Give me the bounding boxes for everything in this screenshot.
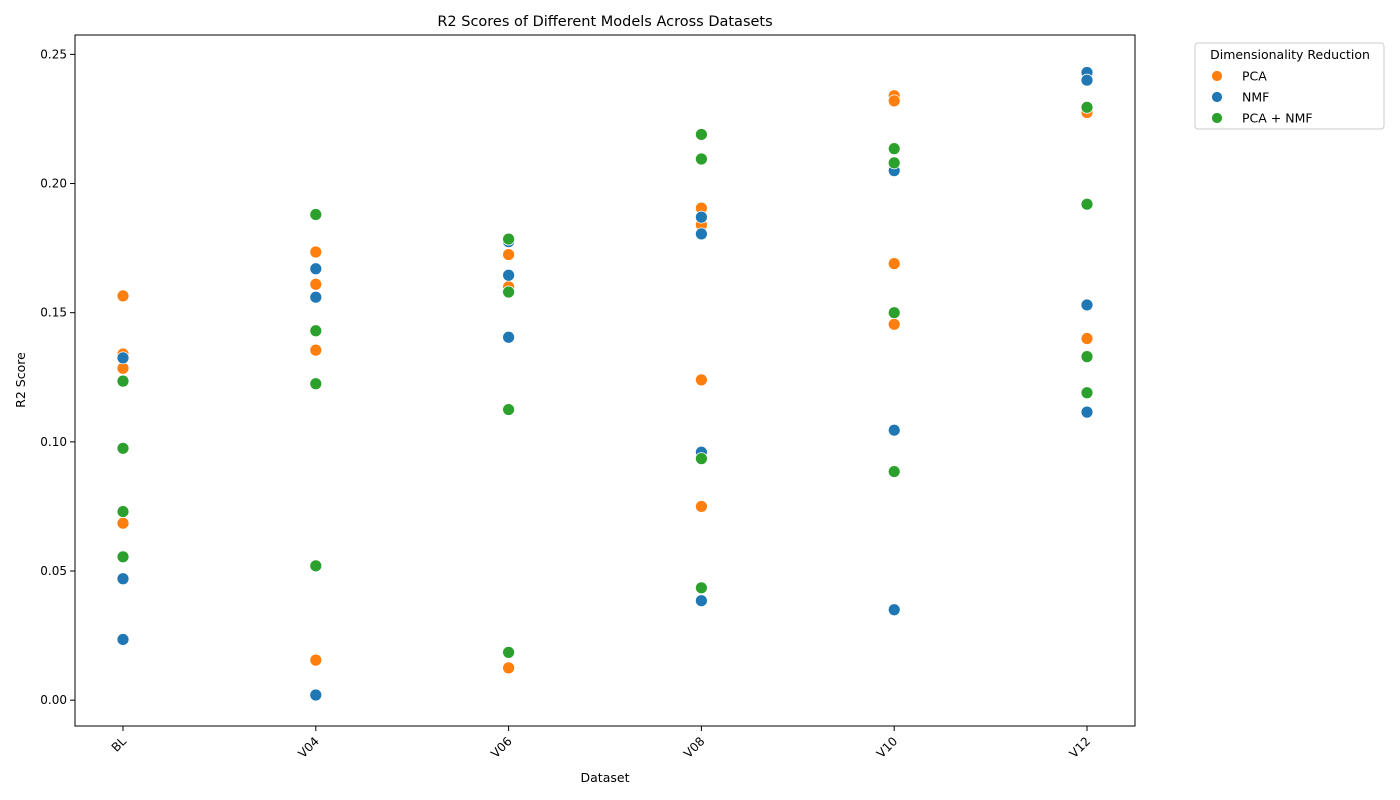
data-point-pca-nmf bbox=[309, 559, 323, 573]
data-point-pca bbox=[309, 653, 323, 667]
y-tick-label: 0.10 bbox=[40, 435, 67, 449]
data-point-nmf bbox=[887, 423, 901, 437]
data-point-pca-nmf bbox=[1080, 100, 1094, 114]
data-point-nmf bbox=[502, 268, 516, 282]
data-point-pca-nmf bbox=[695, 152, 708, 166]
y-tick-label: 0.20 bbox=[40, 177, 67, 191]
y-axis-label: R2 Score bbox=[13, 352, 28, 408]
data-point-nmf bbox=[116, 633, 130, 646]
data-point-nmf bbox=[1080, 298, 1094, 312]
legend-marker-nmf bbox=[1211, 91, 1223, 103]
data-point-pca bbox=[695, 500, 708, 513]
data-point-nmf bbox=[695, 210, 708, 224]
x-axis-label: Dataset bbox=[581, 770, 630, 785]
x-tick-label: V06 bbox=[488, 734, 515, 761]
data-point-pca-nmf bbox=[695, 581, 708, 595]
data-point-pca-nmf bbox=[116, 550, 130, 564]
legend-marker-pca-nmf bbox=[1211, 112, 1223, 124]
data-point-pca-nmf bbox=[887, 465, 901, 478]
data-point-nmf bbox=[309, 290, 323, 304]
data-point-pca-nmf bbox=[309, 324, 323, 338]
legend-items: PCA NMF PCA + NMF bbox=[1211, 69, 1313, 126]
data-point-pca bbox=[887, 317, 901, 331]
x-tick-label: V10 bbox=[874, 734, 901, 761]
data-point-pca bbox=[116, 289, 130, 303]
data-point-pca-nmf bbox=[502, 403, 516, 416]
data-point-pca-nmf bbox=[1080, 197, 1094, 211]
data-point-pca bbox=[116, 516, 130, 530]
data-point-pca-nmf bbox=[695, 452, 708, 466]
x-tick-label: BL bbox=[109, 734, 130, 755]
y-tick-label: 0.15 bbox=[40, 306, 67, 320]
chart-title: R2 Scores of Different Models Across Dat… bbox=[437, 14, 772, 30]
legend-frame bbox=[1194, 42, 1385, 130]
legend-label-nmf: NMF bbox=[1242, 90, 1269, 105]
x-tick-label: V04 bbox=[295, 734, 322, 761]
data-point-nmf bbox=[502, 330, 516, 344]
data-point-pca bbox=[309, 245, 323, 259]
data-point-pca-nmf bbox=[502, 645, 516, 659]
y-axis-ticks: 0.00 0.05 0.10 0.15 0.20 0.25 bbox=[40, 47, 75, 707]
x-tick-label: V12 bbox=[1067, 734, 1094, 761]
data-point-pca-nmf bbox=[502, 285, 516, 299]
data-point-pca-nmf bbox=[309, 377, 323, 391]
data-point-pca bbox=[887, 94, 901, 108]
data-point-nmf bbox=[116, 572, 130, 586]
data-point-pca-nmf bbox=[309, 208, 323, 221]
x-tick-label: V08 bbox=[681, 734, 708, 761]
data-point-pca bbox=[502, 661, 516, 675]
data-point-nmf bbox=[695, 227, 708, 241]
data-point-pca-nmf bbox=[116, 374, 130, 388]
data-point-pca bbox=[887, 257, 901, 271]
legend-title: Dimensionality Reduction bbox=[1210, 47, 1370, 62]
data-point-pca-nmf bbox=[502, 232, 516, 246]
data-point-pca bbox=[695, 373, 708, 387]
data-point-pca-nmf bbox=[1080, 386, 1094, 400]
x-axis-ticks: BL V04 V06 V08 V10 V12 bbox=[109, 726, 1093, 761]
y-tick-label: 0.00 bbox=[40, 693, 67, 707]
legend-label-pca: PCA bbox=[1242, 69, 1267, 84]
y-tick-label: 0.25 bbox=[40, 47, 67, 61]
data-point-pca-nmf bbox=[116, 441, 130, 455]
data-point-pca-nmf bbox=[695, 128, 708, 141]
data-point-pca-nmf bbox=[887, 306, 901, 320]
data-point-pca bbox=[309, 277, 323, 291]
data-point-nmf bbox=[1080, 73, 1094, 87]
legend-label-pca-nmf: PCA + NMF bbox=[1242, 111, 1313, 126]
legend: Dimensionality Reduction PCA NMF PCA + NMF bbox=[1194, 42, 1385, 130]
data-point-nmf bbox=[116, 351, 130, 365]
data-points bbox=[116, 66, 1094, 702]
data-point-pca-nmf bbox=[887, 156, 901, 170]
data-point-nmf bbox=[695, 594, 708, 608]
data-point-pca bbox=[309, 343, 323, 357]
data-point-nmf bbox=[887, 603, 901, 617]
data-point-nmf bbox=[1080, 405, 1094, 419]
data-point-pca-nmf bbox=[116, 505, 130, 518]
legend-marker-pca bbox=[1211, 70, 1223, 82]
data-point-pca-nmf bbox=[887, 142, 901, 156]
data-point-nmf bbox=[309, 262, 323, 276]
data-point-pca-nmf bbox=[1080, 350, 1094, 364]
data-point-nmf bbox=[309, 688, 323, 702]
plot-frame bbox=[74, 34, 1136, 727]
data-point-pca bbox=[502, 248, 516, 261]
data-point-pca bbox=[1080, 332, 1094, 345]
y-tick-label: 0.05 bbox=[40, 564, 67, 578]
